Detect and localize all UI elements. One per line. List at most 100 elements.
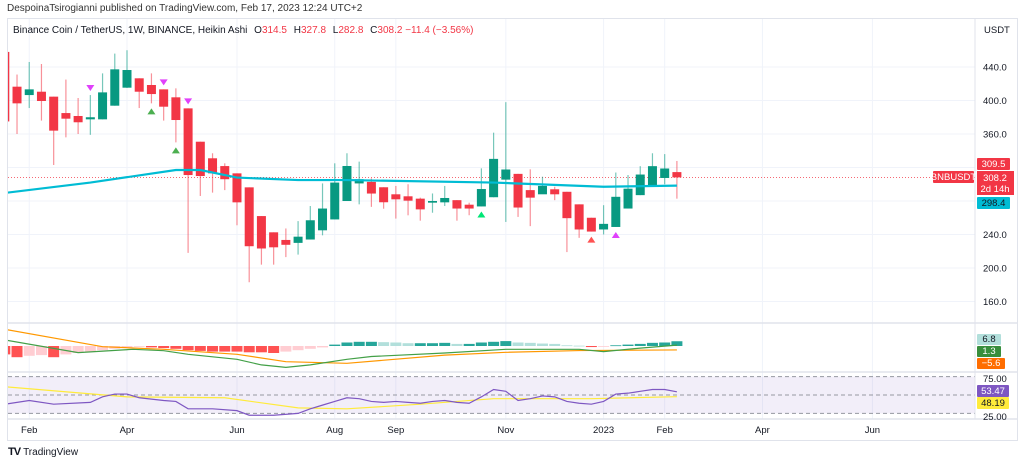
macd-signal-tag-bg [977, 358, 1005, 369]
candle-down [73, 115, 83, 123]
rsi-axis-tick: 25.00 [983, 412, 1007, 423]
rsi-ma-value-tag: 48.19 [981, 398, 1005, 409]
macd-histogram-bar [353, 341, 365, 346]
time-axis-label: Feb [656, 425, 672, 436]
candle-up [330, 182, 340, 220]
macd-histogram-bar [573, 345, 585, 347]
candle-up [122, 70, 132, 88]
candle-up [489, 158, 499, 198]
macd-histogram-bar [280, 346, 292, 352]
candle-up [98, 92, 108, 120]
high-price-tag-bg [977, 158, 1010, 170]
open-label: O [254, 25, 262, 36]
macd-signal-tag: −5.6 [982, 358, 1001, 369]
macd-histogram-bar [84, 346, 96, 352]
signal-down-triangle-icon [86, 85, 95, 92]
candle-down [12, 86, 22, 104]
rsi-value-tag-bg [977, 385, 1009, 397]
candle-down [379, 187, 389, 203]
price-axis-tick: 160.0 [983, 297, 1007, 308]
symbol-title[interactable]: Binance Coin / TetherUS, 1W, BINANCE, He… [13, 25, 248, 36]
candle-down [183, 108, 193, 176]
tradingview-footer[interactable]: TV TradingView [8, 446, 78, 458]
macd-histogram-bar [439, 342, 451, 346]
candle-down [256, 216, 266, 249]
last-price-tag-bg [977, 171, 1014, 195]
macd-value-tag: 1.3 [982, 346, 995, 357]
macd-histogram-bar [646, 342, 658, 346]
countdown-tag: 2d 14h [980, 184, 1009, 195]
time-axis-label: Jun [229, 425, 244, 436]
macd-histogram-bar [488, 341, 500, 346]
low-label: L [332, 25, 339, 36]
chart-frame[interactable] [7, 18, 1018, 441]
price-axis-tick: 360.0 [983, 130, 1007, 141]
macd-histogram-bar [402, 343, 414, 346]
open-value: 314.5 [261, 25, 287, 36]
time-axis-label: Sep [387, 425, 404, 436]
macd-histogram-bar [610, 345, 622, 347]
candle-down [232, 173, 242, 203]
macd-histogram-bar [255, 346, 267, 353]
candle-down [49, 96, 59, 131]
price-axis-tick: 440.0 [983, 63, 1007, 74]
price-axis-currency: USDT [984, 25, 1010, 36]
symbol-price-label: BNBUSDT [931, 172, 977, 183]
macd-line [8, 339, 677, 368]
macd-histogram-bar [35, 346, 47, 356]
macd-histogram-bar [231, 346, 243, 352]
macd-histogram-bar [365, 341, 377, 346]
time-axis-label: Feb [21, 425, 37, 436]
high-label: H [293, 25, 301, 36]
candle-down [415, 198, 425, 210]
time-axis-label: Apr [120, 425, 135, 436]
macd-histogram-bar [317, 346, 329, 348]
rsi-ma-value-tag-bg [977, 397, 1009, 409]
candle-down [61, 113, 71, 119]
symbol-legend: Binance Coin / TetherUS, 1W, BINANCE, He… [13, 25, 473, 36]
candle-down [391, 194, 401, 200]
macd-histogram-bar [524, 342, 536, 346]
candle-up [428, 201, 437, 203]
macd-histogram-tag-bg [977, 334, 1001, 345]
low-value: 282.8 [338, 25, 364, 36]
candle-up [537, 185, 547, 195]
macd-histogram-bar [561, 345, 573, 347]
macd-histogram-bar [133, 346, 145, 347]
candle-up [318, 208, 328, 231]
macd-histogram-bar [475, 342, 487, 346]
candle-down [403, 196, 413, 201]
candle-down [513, 173, 523, 208]
candle-up [635, 174, 645, 196]
time-axis-label: Apr [755, 425, 770, 436]
candle-up [623, 188, 633, 209]
macd-histogram-bar [158, 346, 170, 349]
candle-down [550, 189, 560, 195]
ma-value-tag-bg [977, 197, 1010, 209]
candle-up [110, 69, 120, 106]
macd-histogram-bar [292, 346, 304, 351]
macd-histogram-bar [170, 346, 182, 349]
macd-histogram-bar [622, 344, 634, 346]
rsi-axis-tick: 75.00 [983, 374, 1007, 385]
candle-down [525, 190, 535, 198]
macd-value-tag-bg [977, 346, 1001, 357]
signal-up-triangle-icon [171, 147, 180, 154]
candle-down [244, 187, 254, 247]
rsi-value-tag: 53.47 [981, 386, 1005, 397]
time-axis-label: 2023 [593, 425, 614, 436]
candle-up [440, 197, 450, 203]
close-label: C [370, 25, 378, 36]
candle-up [611, 196, 621, 227]
candle-up [293, 236, 303, 243]
candle-down [208, 158, 218, 174]
signal-up-triangle-icon [611, 231, 620, 238]
macd-histogram-bar [97, 346, 109, 351]
macd-histogram-bar [23, 346, 35, 356]
plot-area [8, 19, 975, 419]
macd-histogram-bar [598, 346, 610, 347]
macd-histogram-bar [194, 346, 206, 351]
time-axis-label: Jun [865, 425, 880, 436]
candle-down [452, 200, 462, 209]
